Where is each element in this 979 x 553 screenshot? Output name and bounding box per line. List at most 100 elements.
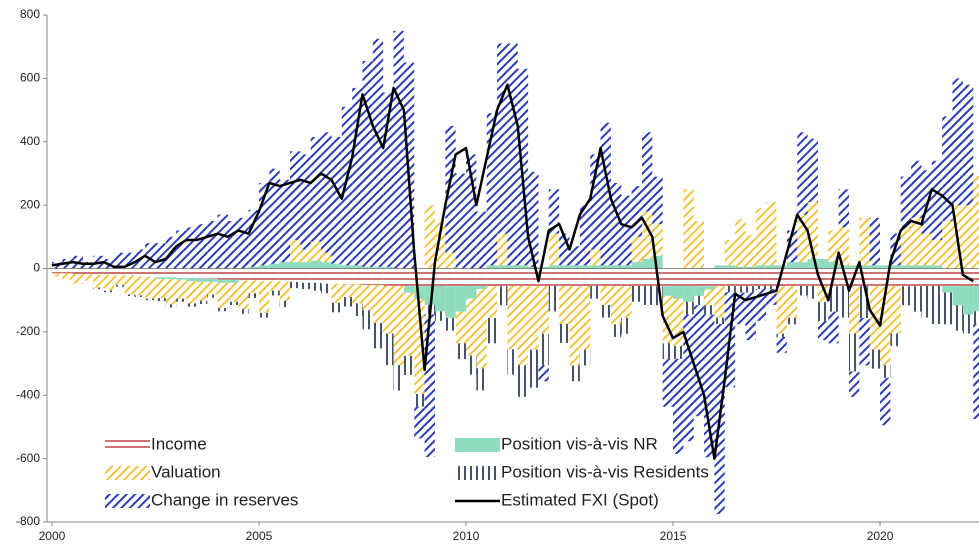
bar [72, 274, 84, 284]
bar [973, 173, 979, 269]
bar [600, 285, 611, 305]
bar [600, 304, 611, 318]
bar [890, 265, 901, 269]
bar [476, 285, 487, 290]
bar [103, 290, 115, 293]
bar [724, 285, 736, 293]
bar [414, 406, 425, 439]
bar [662, 295, 674, 344]
bar [403, 355, 415, 375]
bar [590, 265, 601, 269]
bar [621, 286, 632, 318]
bar [517, 285, 529, 366]
x-tick-label: 2005 [246, 529, 273, 543]
bar [952, 286, 963, 306]
bar [900, 227, 912, 266]
bar [341, 106, 353, 266]
bar [600, 265, 611, 269]
bar [362, 284, 373, 311]
bar [673, 298, 684, 347]
bar [714, 268, 725, 286]
bar [258, 268, 270, 282]
bar [93, 268, 104, 275]
bar [766, 289, 777, 305]
bar [155, 243, 166, 269]
bar [227, 279, 239, 283]
y-tick-label: 600 [20, 71, 40, 85]
bar [186, 227, 197, 269]
bar [786, 317, 798, 325]
bar [176, 279, 187, 299]
bar [942, 268, 953, 287]
bar [290, 239, 301, 263]
bar [579, 265, 591, 269]
bar [921, 285, 932, 318]
bar [186, 278, 197, 282]
bar [641, 132, 653, 212]
bar [559, 265, 570, 269]
bar [300, 249, 311, 263]
bar [704, 289, 715, 306]
bar [590, 268, 601, 286]
bar [114, 252, 125, 269]
bar [673, 358, 684, 454]
bar [766, 265, 777, 269]
bar [683, 285, 694, 302]
bar [310, 241, 322, 261]
bar [455, 311, 467, 344]
bar [724, 239, 736, 266]
bar [900, 176, 912, 228]
bar [859, 217, 870, 266]
bar [196, 224, 208, 269]
bar [507, 268, 518, 286]
bar [486, 113, 498, 266]
bar [869, 265, 881, 269]
bar [227, 282, 239, 302]
bar [590, 249, 601, 266]
bar [434, 311, 446, 321]
bar [528, 171, 539, 267]
bar [942, 220, 953, 269]
bar [165, 268, 177, 278]
bar [476, 268, 487, 286]
bar [310, 260, 322, 269]
bar [880, 268, 891, 286]
bar [486, 317, 498, 344]
bar [176, 278, 187, 280]
bar [196, 268, 208, 279]
bar [631, 236, 642, 263]
bar [238, 309, 249, 314]
bar [817, 321, 829, 341]
bar [859, 286, 870, 318]
bar [755, 285, 767, 290]
bar [372, 323, 384, 349]
bar [186, 268, 197, 279]
bar [745, 266, 756, 269]
bar [683, 268, 694, 286]
bar [362, 310, 373, 330]
bar [693, 286, 705, 296]
bar [817, 268, 829, 287]
bar [828, 262, 839, 269]
bar [176, 230, 187, 269]
bar [466, 268, 477, 286]
bar [848, 285, 860, 334]
bar [196, 281, 208, 301]
bar [51, 273, 63, 277]
bar [414, 268, 425, 287]
bar [103, 268, 115, 275]
bar [352, 284, 363, 304]
bar [51, 268, 63, 274]
bar [942, 116, 953, 221]
bar [807, 268, 818, 286]
bar [662, 268, 674, 287]
bar [528, 286, 539, 350]
bar [455, 173, 467, 269]
bar [517, 68, 529, 266]
bar [745, 292, 756, 341]
x-tick-label: 2010 [453, 529, 480, 543]
bar [93, 287, 104, 290]
bar [538, 268, 549, 287]
bar [641, 211, 653, 259]
bar [331, 283, 342, 303]
